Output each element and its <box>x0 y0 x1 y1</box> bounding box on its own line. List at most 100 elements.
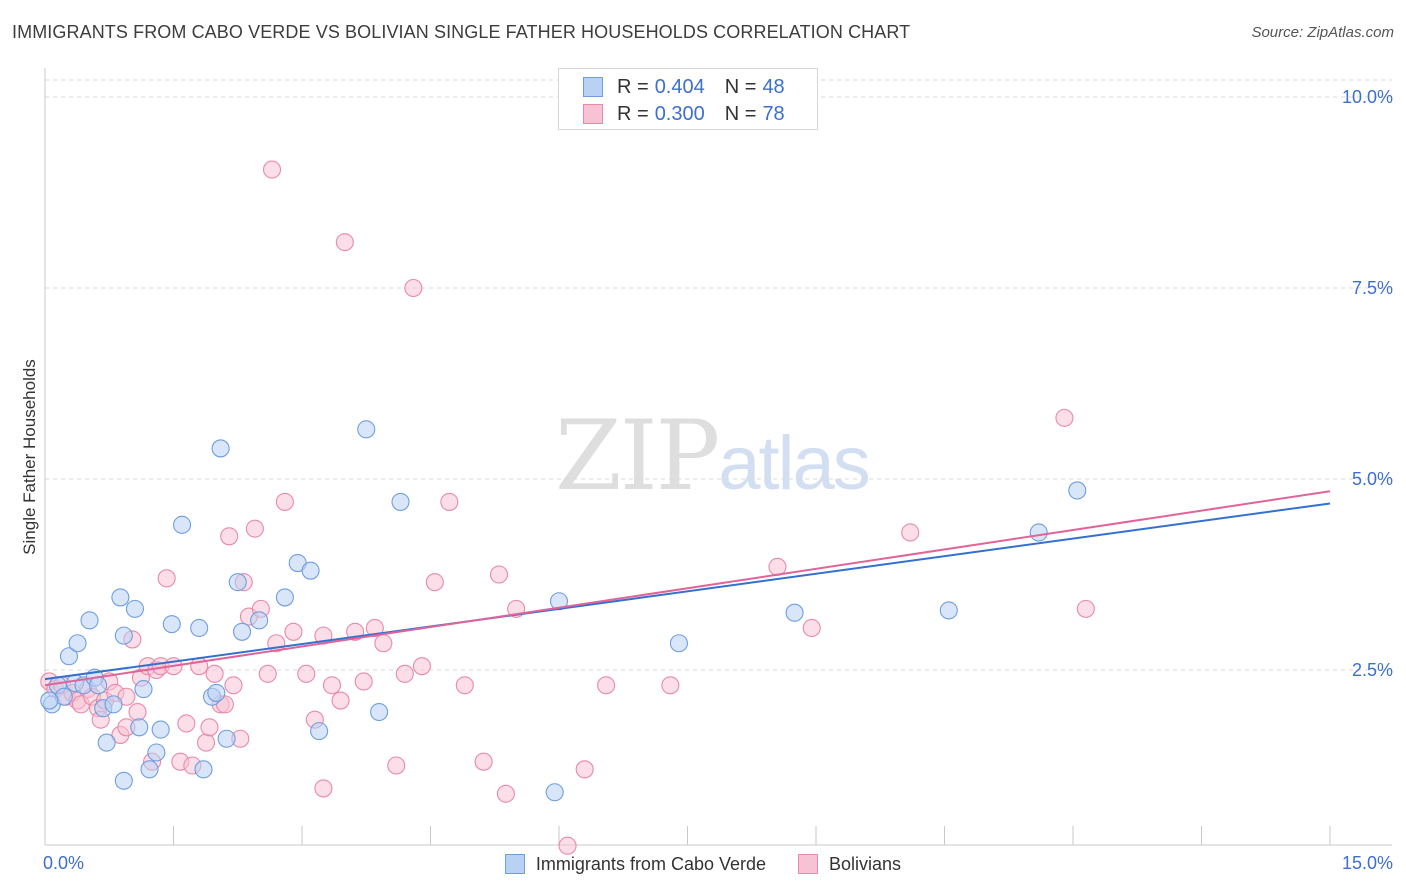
cabo-verde-point <box>939 601 958 620</box>
bolivian-point <box>404 278 423 298</box>
bolivian-point <box>297 664 316 683</box>
cabo-verde-point <box>173 515 192 534</box>
cabo-verde-point <box>147 743 166 762</box>
watermark: ZIPatlas <box>555 400 871 512</box>
y-axis-label: Single Father Households <box>20 359 39 555</box>
bolivian-point <box>245 519 264 538</box>
legend-row-bolivians: R = 0.300 N = 78 <box>583 103 785 125</box>
cabo-verde-point <box>80 611 99 630</box>
bolivian-point <box>284 622 303 641</box>
bolivian-point <box>455 676 474 695</box>
chart-title: IMMIGRANTS FROM CABO VERDE VS BOLIVIAN S… <box>12 22 911 42</box>
legend-row-cabo-verde: R = 0.404 N = 48 <box>583 76 785 98</box>
cabo-verde-trend-line <box>44 502 1331 681</box>
cabo-verde-point <box>310 722 329 741</box>
trend-layer <box>44 490 1331 687</box>
bolivian-point <box>387 756 406 775</box>
cabo-verde-point <box>1029 523 1048 542</box>
source-credit: Source: ZipAtlas.com <box>1251 24 1394 41</box>
bolivian-point <box>489 565 509 584</box>
tick-label-layer: 2.5% 5.0% 7.5% 10.0% 0.0% 15.0% <box>43 87 1393 873</box>
cabo-verde-point <box>140 760 159 779</box>
cabo-verde-point <box>162 615 181 634</box>
bolivian-point <box>440 492 459 511</box>
bolivian-point <box>275 492 294 511</box>
bolivian-point <box>258 664 277 683</box>
axis-layer <box>44 68 1392 846</box>
legend-n-value: 48 <box>762 75 785 98</box>
bolivian-point <box>128 702 147 722</box>
bolivian-point <box>661 676 680 695</box>
legend-n-value: 78 <box>762 102 785 125</box>
cabo-verde-point <box>232 622 252 641</box>
bolivian-point <box>558 836 577 855</box>
x-tick-label: 0.0% <box>43 853 84 873</box>
watermark-zip: ZIP <box>555 400 720 512</box>
cabo-verde-point <box>301 561 320 580</box>
bolivian-point <box>575 760 594 779</box>
bolivian-point <box>331 691 350 710</box>
y-tick-label: 7.5% <box>1352 278 1393 298</box>
cabo-verde-point <box>207 683 226 702</box>
bolivian-point <box>412 657 431 676</box>
cabo-verde-point <box>217 729 236 748</box>
legend-label-bolivians: Bolivians <box>829 853 902 874</box>
bolivian-point <box>425 573 444 592</box>
cabo-verde-point <box>125 599 144 618</box>
cabo-verde-point <box>545 783 564 802</box>
legend-swatch-cabo-verde <box>583 77 603 97</box>
cabo-verde-point <box>211 439 230 458</box>
legend-swatch-bolivians <box>583 104 603 124</box>
bolivian-point <box>314 779 333 798</box>
cabo-verde-point <box>97 733 116 752</box>
cabo-verde-point <box>391 492 410 511</box>
correlation-legend: R = 0.404 N = 48 R = 0.300 N = 78 <box>558 68 818 130</box>
bolivian-point <box>335 233 354 252</box>
cabo-verde-point <box>40 691 59 710</box>
cabo-verde-point <box>114 626 133 645</box>
cabo-verde-point <box>1068 481 1087 500</box>
bolivian-point <box>474 752 493 771</box>
legend-n-label: N = <box>724 102 757 125</box>
watermark-atlas: atlas <box>718 421 871 506</box>
cabo-verde-point <box>89 676 108 695</box>
bolivian-point <box>262 160 282 179</box>
x-tick-label: 15.0% <box>1342 853 1393 873</box>
legend-r-label: R = <box>617 75 649 98</box>
legend-swatch-bolivians <box>798 854 819 874</box>
bolivian-point <box>395 664 414 683</box>
bolivian-point <box>1055 408 1074 427</box>
y-tick-label: 2.5% <box>1352 660 1393 680</box>
cabo-verde-point <box>228 573 247 592</box>
legend-r-label: R = <box>617 102 649 125</box>
legend-item-cabo-verde[interactable]: Immigrants from Cabo Verde <box>504 853 767 875</box>
cabo-verde-point <box>275 588 294 607</box>
points-layer <box>40 160 1095 855</box>
cabo-verde-point <box>194 760 213 779</box>
bolivian-point <box>1076 599 1095 618</box>
cabo-verde-point <box>357 420 376 439</box>
bolivian-point <box>205 664 224 683</box>
cabo-verde-point <box>134 680 153 699</box>
bolivian-point <box>177 714 196 733</box>
cabo-verde-point <box>68 634 87 653</box>
bolivian-point <box>200 718 219 737</box>
cabo-verde-point <box>250 611 269 630</box>
cabo-verde-point <box>190 618 209 638</box>
bolivian-point <box>157 569 176 588</box>
cabo-verde-point <box>114 771 133 790</box>
bolivian-point <box>354 672 373 691</box>
cabo-verde-point <box>370 702 389 722</box>
cabo-verde-point <box>785 603 804 622</box>
bolivian-point <box>224 676 243 695</box>
y-tick-label: 10.0% <box>1342 87 1393 107</box>
cabo-verde-point <box>669 634 688 653</box>
cabo-verde-point <box>104 695 123 714</box>
bolivian-point <box>322 676 342 695</box>
bolivian-point <box>496 784 515 803</box>
legend-label-cabo-verde: Immigrants from Cabo Verde <box>535 853 767 874</box>
cabo-verde-point <box>130 718 149 737</box>
bolivian-point <box>220 527 239 546</box>
legend-item-bolivians[interactable]: Bolivians <box>798 854 901 875</box>
series-legend: Immigrants from Cabo Verde Bolivians <box>0 851 1406 877</box>
